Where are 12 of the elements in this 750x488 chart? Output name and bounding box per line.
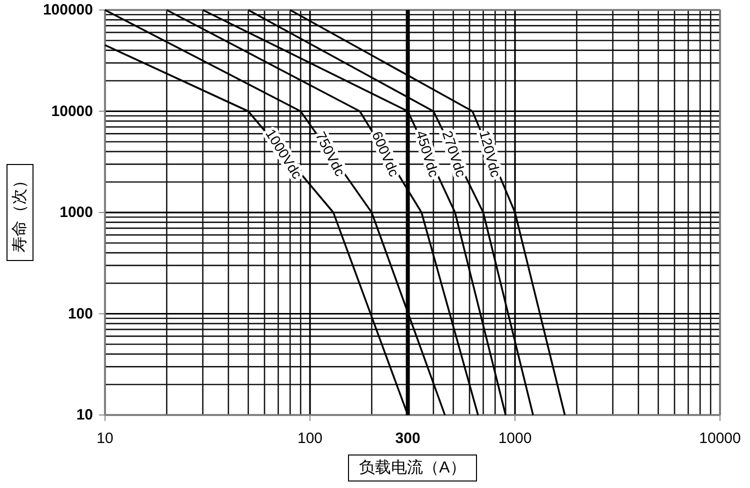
x-tick-label: 10000 <box>699 430 741 447</box>
x-tick-label: 1000 <box>498 430 532 447</box>
y-tick-label: 10 <box>76 406 93 424</box>
x-tick-label: 10 <box>96 430 114 447</box>
x-axis-title: 负载电流（A） <box>359 458 466 476</box>
y-tick-label: 1000 <box>60 204 93 221</box>
y-axis-title: 寿命（次） <box>12 172 28 252</box>
ref-line-label: 300 <box>395 430 420 447</box>
y-tick-label: 100 <box>68 305 93 322</box>
y-tick-label: 100000 <box>42 2 93 18</box>
x-tick-label: 100 <box>297 430 323 447</box>
y-tick-label: 10000 <box>51 102 93 120</box>
